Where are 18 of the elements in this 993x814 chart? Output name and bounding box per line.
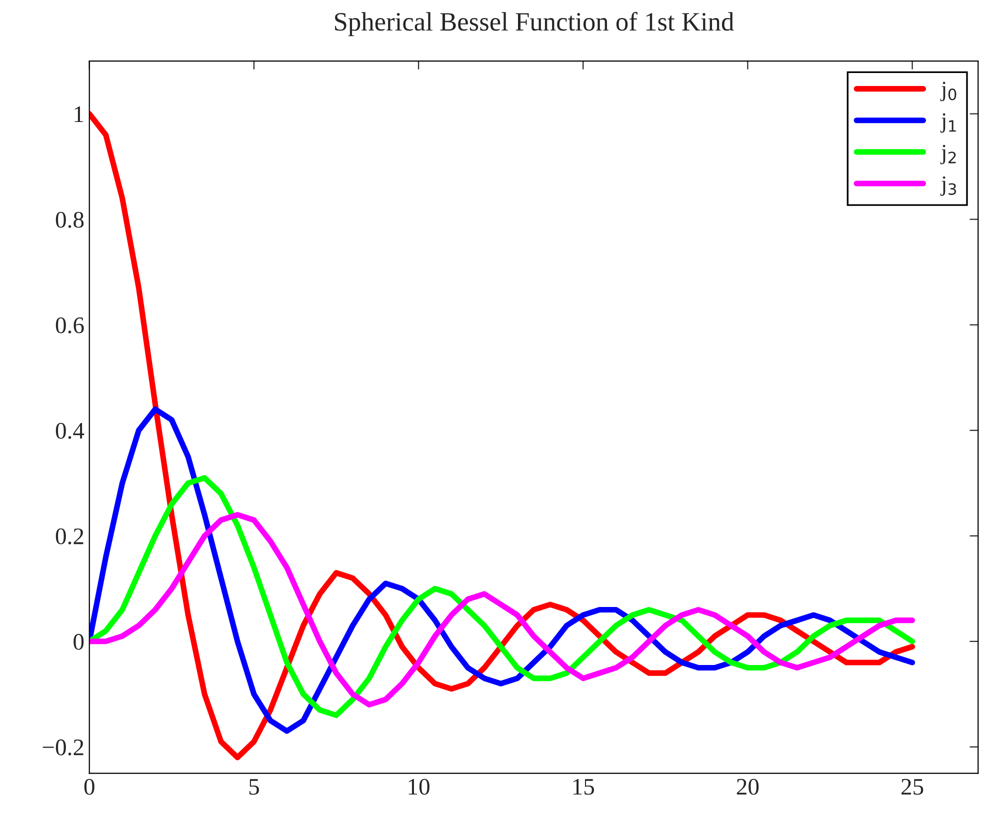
y-tick-label: 0.6 <box>56 317 84 334</box>
chart-title: Spherical Bessel Function of 1st Kind <box>335 12 734 36</box>
y-tick-label: 0 <box>74 634 84 650</box>
legend-label: j$_{3}$ <box>940 176 956 196</box>
legend-label: j$_{2}$ <box>940 144 956 164</box>
x-tick-label: 0 <box>84 778 94 795</box>
y-tick-label: 1 <box>74 106 84 122</box>
x-tick-label: 20 <box>736 778 759 795</box>
x-tick-label: 15 <box>573 778 594 795</box>
legend-label: j$_{1}$ <box>940 113 956 133</box>
legend-label: j$_{0}$ <box>940 82 956 102</box>
x-tick-label: 25 <box>902 778 924 795</box>
y-tick-label: 0.4 <box>56 422 84 439</box>
y-tick-label: −0.2 <box>42 739 84 756</box>
y-tick-label: 0.8 <box>56 212 84 228</box>
y-tick-label: 0.2 <box>56 528 84 544</box>
x-tick-label: 10 <box>408 778 430 795</box>
x-tick-label: 5 <box>249 779 259 795</box>
